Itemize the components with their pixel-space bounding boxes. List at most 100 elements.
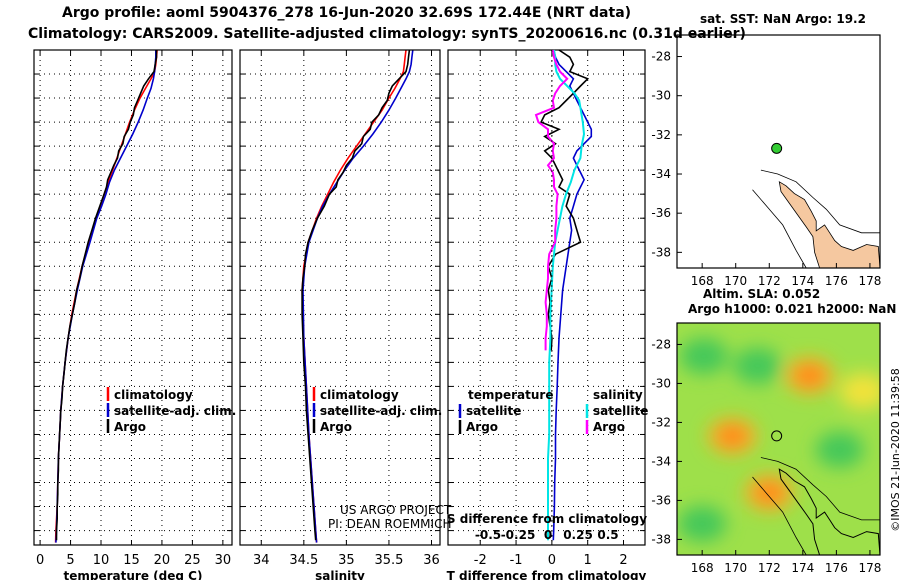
map-x-tick-label: 174 [791, 274, 814, 288]
map-y-tick-label: -32 [651, 128, 671, 142]
map-frame [676, 34, 881, 269]
shelf-contour [752, 476, 807, 555]
title-line-1: Argo profile: aoml 5904376_278 16-Jun-20… [62, 5, 632, 21]
x2-axis-label: S difference from climatology [447, 512, 647, 526]
map-y-tick-label: -36 [651, 206, 671, 220]
sla-map-title: Altim. SLA: 0.052 [703, 287, 821, 301]
plot-frame [33, 49, 233, 546]
series-line-satellite-adj-clim- [302, 49, 414, 543]
map-x-tick-label: 170 [724, 274, 747, 288]
x-tick-label: 35.5 [374, 553, 403, 568]
series-line-t-satellite [552, 49, 593, 541]
map-y-tick-label: -34 [651, 167, 671, 181]
map-x-tick-label: 176 [825, 561, 848, 575]
legend-label: satellite-adj. clim. [320, 404, 442, 418]
x-tick-label: 20 [154, 553, 171, 568]
x-tick-label: 30 [215, 553, 232, 568]
series-line-argo [301, 49, 411, 541]
map-y-tick-label: -36 [651, 493, 671, 507]
map-x-tick-label: 174 [791, 561, 814, 575]
argo-location-marker [771, 142, 783, 154]
sla-blob-mid-high [839, 373, 880, 410]
profile-panel-3: -2 -1 0 1 2T difference from climatology -0.5… [447, 49, 648, 580]
shelf-contour [760, 169, 880, 234]
x-tick-label: -2 [474, 553, 487, 568]
map-frame [676, 322, 881, 556]
sla-blob-core [797, 366, 822, 385]
map-x-tick-label: 172 [758, 561, 781, 575]
map-x-tick-label: 176 [825, 274, 848, 288]
shelf-contour [752, 189, 807, 269]
x-tick-label: 5 [66, 553, 74, 568]
map-y-tick-label: -34 [651, 454, 671, 468]
profile-panel-2: 34 34.5 35 35.5 36 salinity climatology satelli… [239, 49, 442, 580]
legend-label: Argo [114, 420, 146, 434]
profile-panel-1: 0 5 10 15 20 25 30 temperature (deg C) climatolo… [33, 49, 236, 580]
legend-title-salinity: salinity [593, 388, 643, 402]
legend-title-temperature: temperature [468, 388, 553, 402]
timestamp-stamp: ©IMOS 21-Jun-2020 11:39:58 [889, 368, 900, 532]
map-y-tick-label: -32 [651, 415, 671, 429]
shelf-contour [760, 457, 880, 521]
credit-line-2: PI: DEAN ROEMMICH [328, 517, 452, 531]
sla-blob-core [757, 483, 782, 502]
legend-label: Argo [320, 420, 352, 434]
series-line-s-argo [534, 49, 569, 351]
map-x-tick-label: 170 [724, 561, 747, 575]
map-x-tick-label: 172 [758, 274, 781, 288]
plot-frame [239, 49, 441, 546]
plot-frame [447, 49, 646, 546]
map-x-tick-label: 178 [858, 274, 881, 288]
sla-field [677, 323, 880, 555]
x-tick-label: 34 [253, 553, 270, 568]
sla-blobs [678, 338, 880, 542]
map-x-tick-label: 168 [691, 274, 714, 288]
sst-map: 168 170 172 174 176 178 -28 -30 -32 -34 -36 -38 [651, 34, 881, 288]
height-title: Argo h1000: 0.021 h2000: NaN [688, 302, 897, 316]
sla-blob-low [678, 505, 727, 542]
map-y-tick-label: -30 [651, 376, 671, 390]
x-axis-label: T difference from climatology [447, 569, 647, 580]
x-tick-label: 1 [584, 553, 592, 568]
series-line-s-satellite [547, 49, 586, 541]
map-y-tick-label: -30 [651, 89, 671, 103]
sla-blob-core [720, 427, 745, 446]
x-tick-label: 34.5 [289, 553, 318, 568]
series-line-climatology [301, 49, 407, 543]
credit-line-1: US ARGO PROJECT [340, 503, 452, 517]
x-tick-label: 25 [184, 553, 201, 568]
x2-tick-label: 0 [544, 528, 552, 542]
map-x-tick-label: 178 [858, 561, 881, 575]
x-tick-label: 36 [423, 553, 440, 568]
x2-tick-label: 0.25 [563, 528, 593, 542]
legend-label: climatology [320, 388, 399, 402]
land-north-island [778, 181, 881, 269]
map-y-tick-label: -38 [651, 245, 671, 259]
x-tick-label: 0 [36, 553, 44, 568]
argo-location-marker [771, 430, 783, 442]
map-x-tick-label: 168 [691, 561, 714, 575]
series-line-argo [55, 50, 158, 541]
x-tick-label: -1 [510, 553, 523, 568]
legend-label: Argo [593, 420, 625, 434]
x2-tick-label: -0.5 [475, 528, 501, 542]
x2-tick-label: -0.25 [501, 528, 536, 542]
title-line-2: Climatology: CARS2009. Satellite-adjuste… [28, 26, 746, 42]
legend-label: satellite [466, 404, 521, 418]
map-y-tick-label: -28 [651, 50, 671, 64]
legend-label: satellite [593, 404, 648, 418]
legend-label: Argo [466, 420, 498, 434]
sla-blob-low [815, 431, 864, 468]
sla-blob-low [733, 347, 782, 384]
sla-map: 168 170 172 174 176 178 -28 -30 -32 -34 -36 -38 [651, 322, 881, 575]
legend-label: climatology [114, 388, 193, 402]
sla-blob-low [679, 338, 728, 375]
land-north-island-outline [778, 468, 880, 555]
series-line-t-argo [539, 49, 590, 351]
x2-tick-label: 0.5 [597, 528, 618, 542]
x-tick-label: 15 [123, 553, 140, 568]
legend-label: satellite-adj. clim. [114, 404, 236, 418]
series-line-climatology [54, 49, 158, 543]
